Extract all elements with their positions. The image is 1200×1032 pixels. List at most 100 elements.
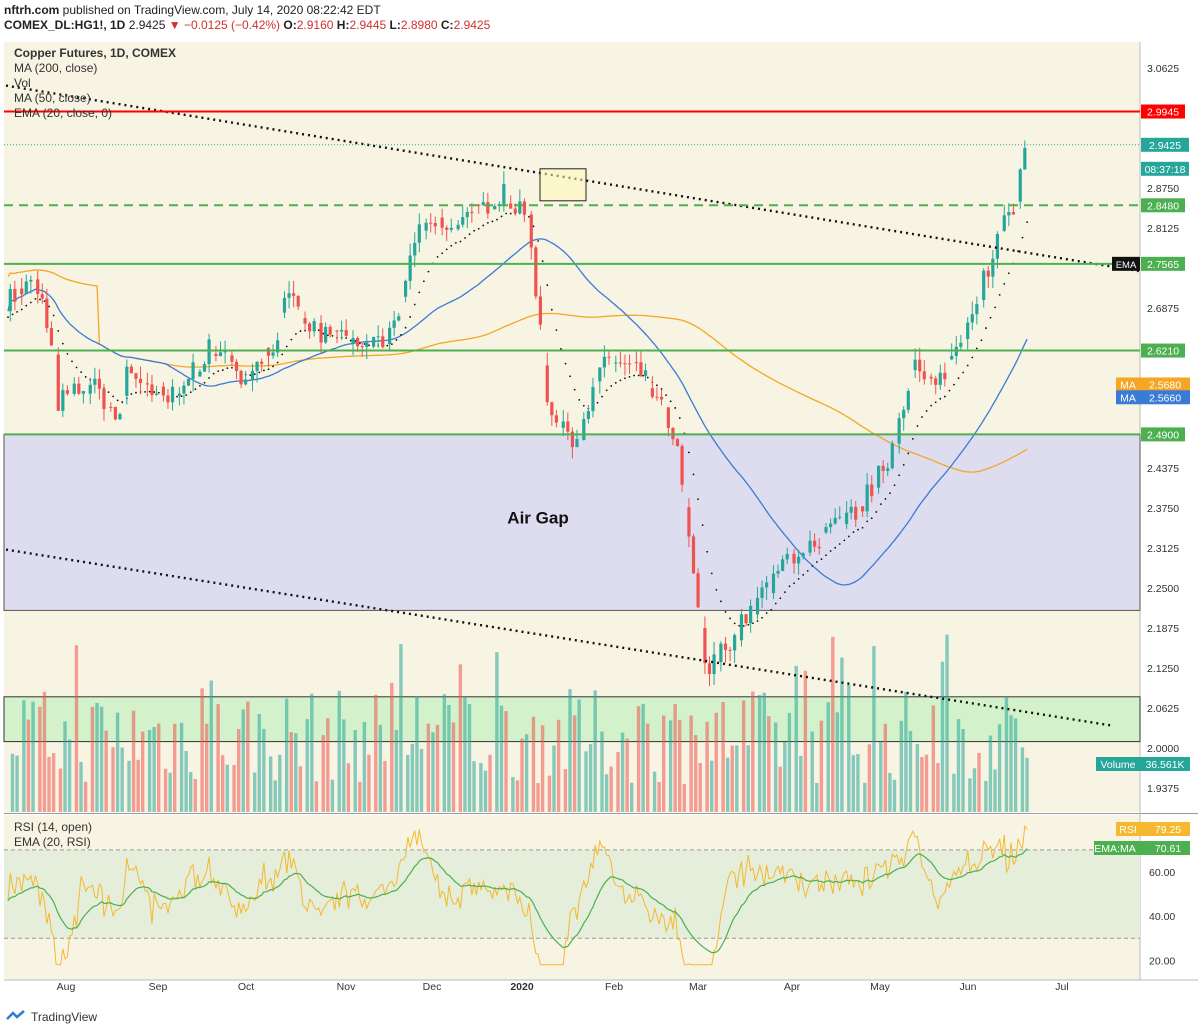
- volume-bar: [442, 694, 447, 812]
- volume-bar: [588, 743, 593, 812]
- ema-dot: [720, 600, 722, 603]
- candle: [344, 329, 348, 336]
- ema-dot: [189, 391, 192, 394]
- ema-dot: [185, 394, 188, 397]
- trendline-lower: [5, 548, 1113, 727]
- chart-canvas[interactable]: Air Gap 2.9945 2.8480 2.7565 2.6210 2.4900 2.9…: [0, 36, 1200, 1004]
- legend-title[interactable]: Copper Futures, 1D, COMEX: [14, 46, 177, 60]
- ema-dot: [573, 388, 576, 391]
- volume-bar: [95, 702, 99, 812]
- candle: [591, 387, 595, 412]
- ema-dot: [628, 375, 631, 378]
- candle: [639, 362, 643, 376]
- volume-bar: [252, 772, 257, 812]
- volume-bar: [10, 753, 15, 812]
- volume-bar: [783, 742, 787, 812]
- footer-brand[interactable]: TradingView: [31, 1010, 98, 1024]
- ema-dot: [354, 340, 357, 342]
- volume-bar: [920, 757, 924, 812]
- candle: [808, 540, 812, 553]
- candle: [691, 536, 696, 574]
- ema-dot: [765, 612, 768, 614]
- candle: [1007, 212, 1011, 216]
- volume-bar: [362, 721, 367, 812]
- candle: [991, 258, 995, 277]
- candle: [129, 366, 133, 374]
- volume-bar: [115, 712, 120, 812]
- volume-bar: [630, 782, 634, 812]
- ema-dot: [157, 391, 160, 394]
- volume-bar: [872, 646, 876, 812]
- legend-ema[interactable]: EMA (20, close, 0): [14, 106, 113, 120]
- volume-bar: [616, 752, 620, 812]
- candle: [214, 353, 218, 356]
- ema-dot: [34, 297, 37, 300]
- candle: [860, 506, 865, 512]
- ema-dot: [985, 327, 987, 329]
- volume-bar: [406, 754, 410, 812]
- candle: [723, 643, 728, 650]
- candle: [687, 507, 691, 537]
- ema-dot: [43, 300, 46, 303]
- candle: [614, 362, 618, 364]
- level-tag-0: [1141, 104, 1185, 119]
- volume-bar: [888, 772, 892, 812]
- candle: [239, 370, 243, 385]
- candle: [829, 523, 833, 528]
- candle: [566, 421, 570, 432]
- candle: [449, 227, 453, 230]
- ema-dot: [546, 284, 549, 287]
- price-tick-9: 2.1250: [1147, 663, 1179, 675]
- candle: [522, 201, 527, 214]
- ema-dot: [436, 255, 439, 258]
- volume-bar: [520, 738, 524, 812]
- candle: [296, 295, 300, 307]
- ema-dot: [404, 326, 407, 329]
- volume-bar: [111, 747, 115, 812]
- ema-dot: [902, 463, 905, 466]
- volume-bar: [819, 720, 824, 812]
- ema-dot: [75, 366, 78, 369]
- volume-bar: [577, 699, 581, 812]
- x-tick-10: Jun: [960, 981, 977, 993]
- legend-vol[interactable]: Vol: [14, 76, 31, 90]
- candle: [696, 573, 700, 608]
- volume-bar: [168, 772, 172, 812]
- x-tick-6: Feb: [605, 981, 623, 993]
- volume-bar: [689, 715, 693, 812]
- candle: [182, 385, 186, 394]
- volume-bar: [883, 723, 888, 812]
- ema-dot: [870, 517, 873, 520]
- ema-dot: [793, 582, 795, 585]
- volume-bar: [915, 744, 920, 812]
- volume-bar: [499, 705, 504, 812]
- volume-bar: [479, 762, 483, 812]
- volume-bar: [435, 724, 440, 812]
- x-tick-9: May: [870, 981, 891, 993]
- ema-dot: [409, 316, 412, 318]
- legend-ma200[interactable]: MA (200, close): [14, 61, 98, 75]
- volume-bar: [200, 688, 204, 812]
- legend-rsi-ema[interactable]: EMA (20, RSI): [14, 835, 91, 849]
- candle: [570, 431, 574, 448]
- price-tick-7: 2.2500: [1147, 583, 1179, 595]
- candle: [550, 402, 554, 416]
- volume-bar: [778, 766, 782, 812]
- candle: [77, 383, 81, 394]
- candle: [659, 396, 664, 400]
- candle: [97, 378, 101, 389]
- legend-rsi[interactable]: RSI (14, open): [14, 820, 93, 834]
- ema-dot: [468, 233, 471, 236]
- candle: [356, 337, 360, 347]
- legend-ma50[interactable]: MA (50, close): [14, 91, 91, 105]
- ema-dot: [752, 622, 754, 625]
- candle: [481, 202, 485, 206]
- publisher[interactable]: nftrh.com: [4, 3, 60, 17]
- ema-dot: [281, 353, 284, 356]
- candle: [360, 346, 364, 348]
- ema-dot: [989, 316, 992, 319]
- ema-dot: [857, 528, 859, 531]
- ema-dot: [345, 337, 348, 339]
- volume-bar: [977, 752, 981, 812]
- ema-dot: [212, 372, 215, 375]
